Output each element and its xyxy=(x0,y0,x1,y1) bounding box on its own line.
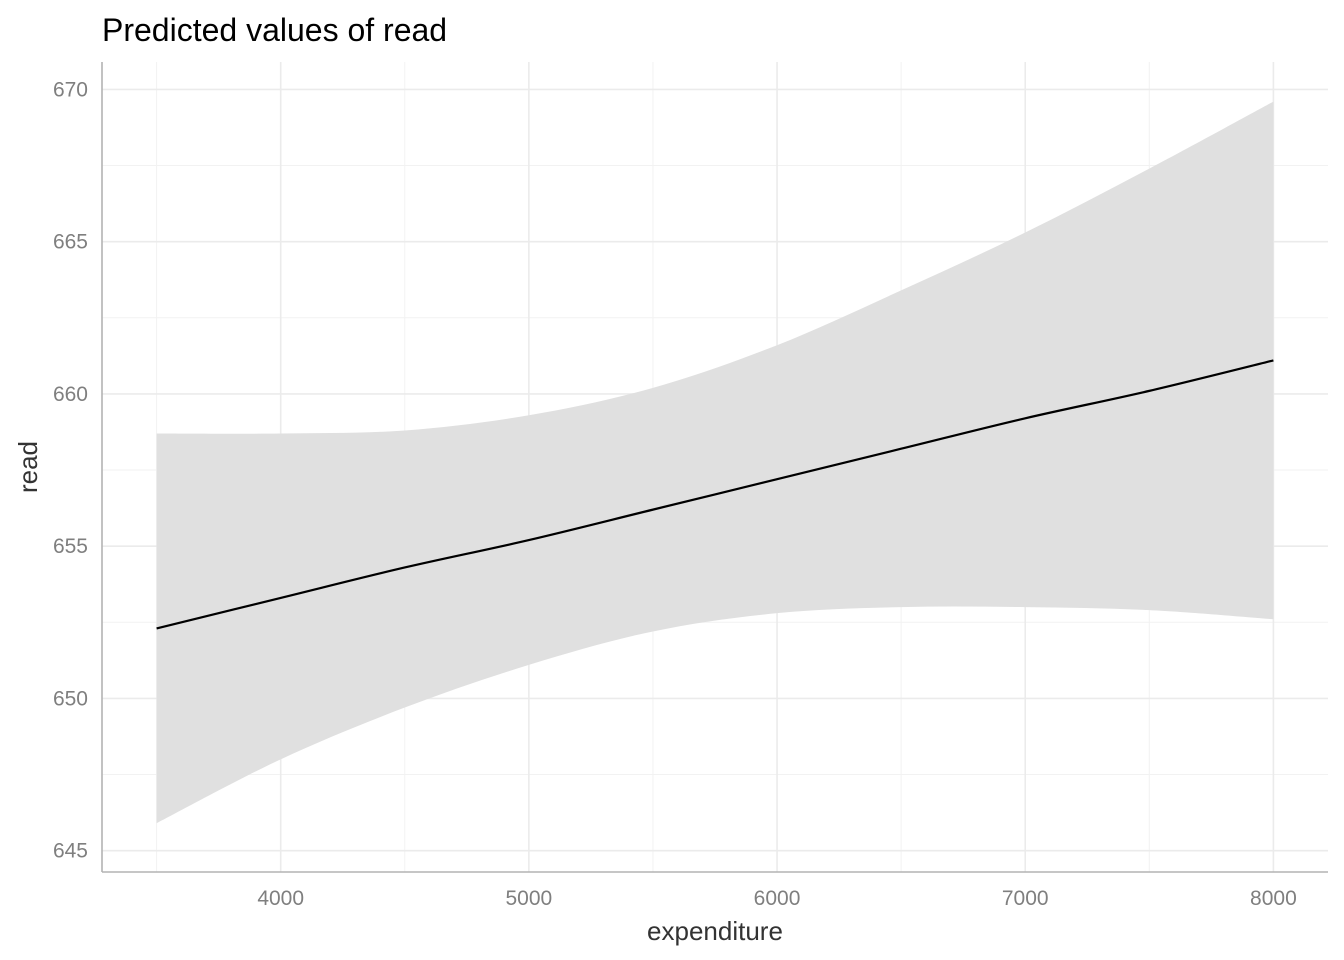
y-tick-label: 655 xyxy=(53,535,88,558)
y-tick-label: 670 xyxy=(53,78,88,101)
y-tick-label: 650 xyxy=(53,687,88,710)
y-tick-label: 660 xyxy=(53,383,88,406)
x-tick-label: 6000 xyxy=(754,887,801,910)
y-tick-label: 645 xyxy=(53,840,88,863)
x-axis-title: expenditure xyxy=(647,916,783,946)
confidence-band xyxy=(156,101,1274,824)
chart-title: Predicted values of read xyxy=(102,12,447,48)
x-tick-label: 8000 xyxy=(1250,887,1297,910)
confidence-ribbon xyxy=(156,101,1274,824)
x-tick-label: 7000 xyxy=(1002,887,1049,910)
predicted-line xyxy=(156,359,1274,630)
x-tick-label: 4000 xyxy=(257,887,304,910)
x-tick-label: 5000 xyxy=(506,887,553,910)
y-tick-label: 665 xyxy=(53,231,88,254)
y-axis-title: read xyxy=(13,441,43,493)
fit-line-layer xyxy=(156,359,1274,630)
axes: 4000 5000 6000 7000 8000 645 650 655 660 665 670 xyxy=(53,62,1328,910)
